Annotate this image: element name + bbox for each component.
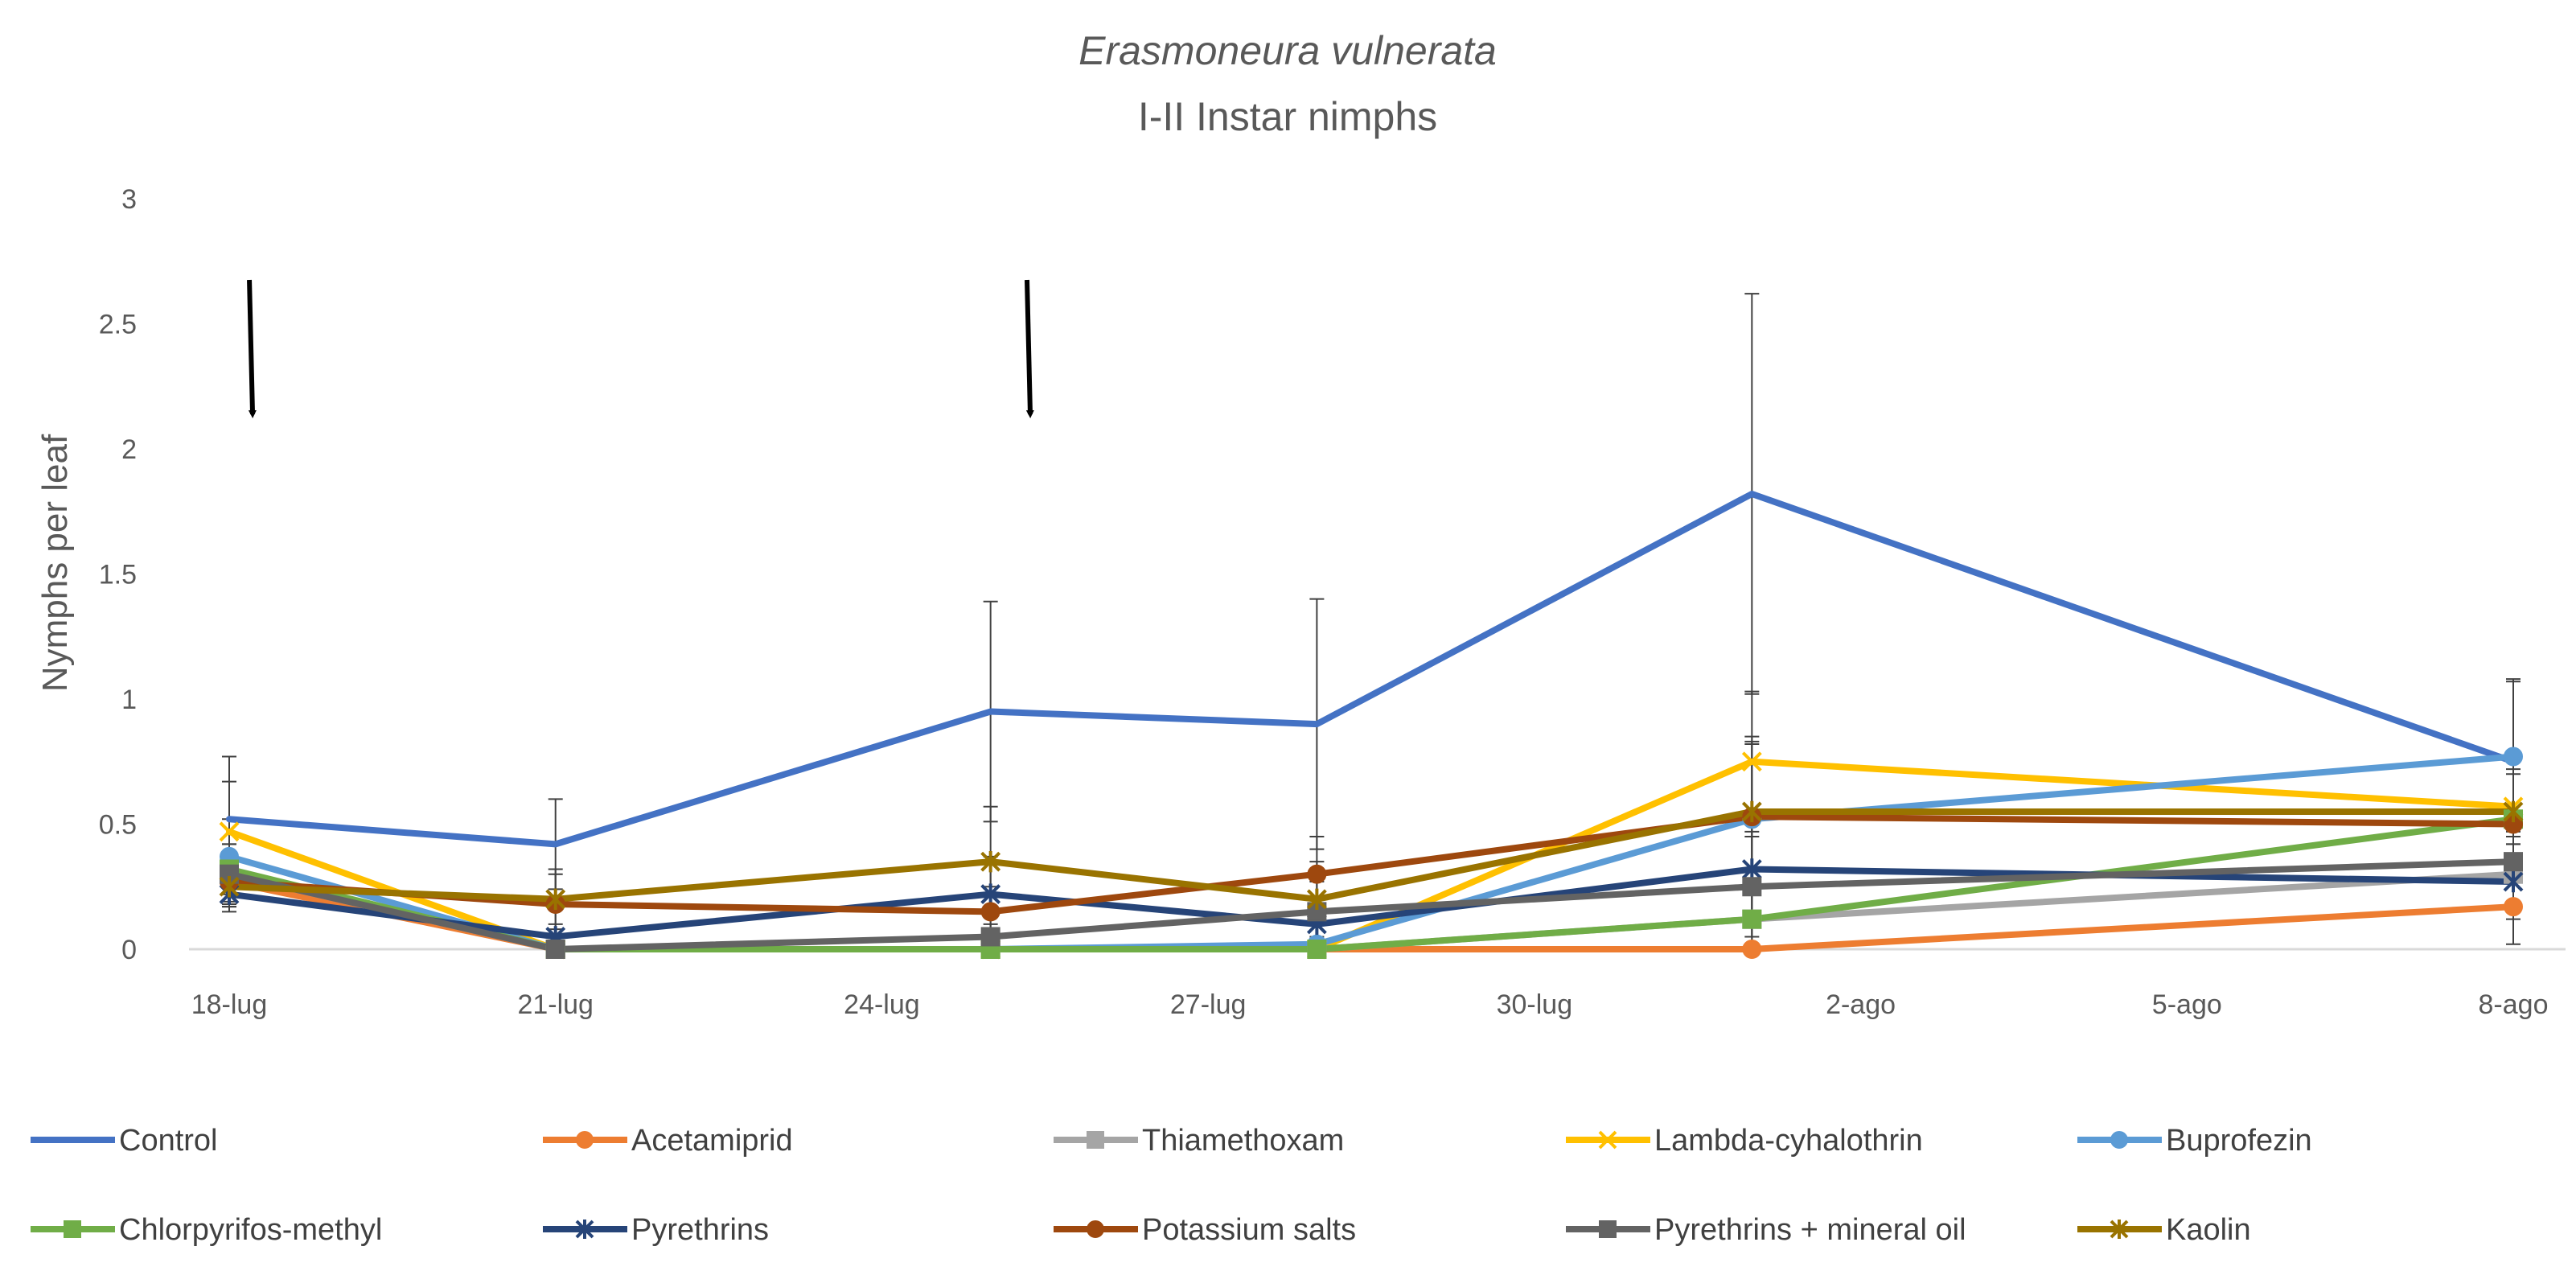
data-point-pyrethrins-mineral-oil: [545, 940, 565, 959]
y-axis-ticks: 0 0.5 1 1.5 2 2.5 3: [99, 184, 137, 965]
y-tick-label: 1: [121, 685, 137, 715]
x-tick-label: 24-lug: [844, 989, 920, 1020]
series-lines: [226, 490, 2516, 952]
legend-label: Pyrethrins + mineral oil: [1654, 1213, 1966, 1247]
chart-subtitle: I-II Instar nimphs: [1138, 94, 1437, 139]
treatment-arrow: [247, 279, 257, 418]
legend-label: Lambda-cyhalothrin: [1654, 1124, 1923, 1158]
data-point-kaolin: [1306, 888, 1327, 910]
legend-label: Kaolin: [2166, 1213, 2251, 1247]
legend-label: Buprofezin: [2166, 1124, 2312, 1158]
data-point-chlorpyrifos-methyl: [1307, 940, 1327, 959]
y-tick-label: 0: [121, 935, 137, 965]
legend-item-kaolin: Kaolin: [2077, 1213, 2251, 1247]
x-tick-label: 21-lug: [517, 989, 594, 1020]
legend-swatch-marker: [576, 1131, 594, 1149]
x-tick-label: 8-ago: [2479, 989, 2549, 1020]
legend-label: Potassium salts: [1142, 1213, 1356, 1247]
legend-swatch-marker: [64, 1220, 81, 1238]
data-point-pyrethrins-mineral-oil: [1742, 877, 1762, 897]
x-tick-label: 27-lug: [1170, 989, 1247, 1020]
data-point-lambda-cyhalothrin: [1741, 751, 1762, 772]
legend: Control Acetamiprid Thiamethoxam Lambda-cyh…: [31, 1124, 2312, 1247]
data-point-pyrethrins: [2503, 870, 2524, 893]
data-point-acetamiprid: [1742, 940, 1762, 959]
treatment-arrow: [1025, 279, 1034, 418]
legend-item-buprofezin: Buprofezin: [2077, 1124, 2312, 1158]
data-point-acetamiprid: [2504, 897, 2523, 917]
data-point-kaolin: [1741, 800, 1762, 823]
data-point-kaolin: [2503, 800, 2524, 823]
data-point-chlorpyrifos-methyl: [1742, 909, 1762, 929]
legend-swatch-marker: [575, 1220, 594, 1239]
data-point-kaolin: [545, 888, 566, 910]
legend-label: Pyrethrins: [631, 1213, 769, 1247]
treatment-arrows: [247, 279, 1034, 418]
legend-item-lambda-cyhalothrin: Lambda-cyhalothrin: [1566, 1124, 1923, 1158]
data-point-potassium-salts: [980, 902, 1000, 922]
x-tick-label: 30-lug: [1497, 989, 1573, 1020]
y-tick-label: 3: [121, 184, 137, 215]
series-line-control: [226, 490, 2516, 848]
series-line-potassium-salts: [226, 813, 2516, 915]
legend-item-pyrethrins: Pyrethrins: [543, 1213, 769, 1247]
y-tick-label: 2: [121, 434, 137, 465]
series-line-pyrethrins-mineral-oil: [226, 858, 2516, 952]
legend-label: Control: [119, 1124, 218, 1158]
y-axis-title: Nymphs per leaf: [35, 434, 75, 692]
x-axis-ticks: 18-lug 21-lug 24-lug 27-lug 30-lug 2-ago 5-ago…: [191, 989, 2549, 1020]
x-tick-label: 18-lug: [191, 989, 268, 1020]
data-point-pyrethrins: [980, 883, 1001, 905]
legend-item-chlorpyrifos-methyl: Chlorpyrifos-methyl: [31, 1213, 382, 1247]
error-bars: [222, 293, 2521, 950]
legend-item-potassium-salts: Potassium salts: [1054, 1213, 1356, 1247]
legend-item-thiamethoxam: Thiamethoxam: [1054, 1124, 1344, 1158]
y-tick-label: 0.5: [99, 810, 137, 841]
data-point-lambda-cyhalothrin: [219, 821, 240, 842]
x-tick-label: 5-ago: [2152, 989, 2222, 1020]
series-line-kaolin: [226, 808, 2516, 903]
series-markers: [219, 747, 2524, 960]
legend-item-control: Control: [31, 1124, 218, 1158]
series-line-pyrethrins: [226, 866, 2516, 940]
data-point-pyrethrins-mineral-oil: [2504, 852, 2523, 872]
legend-swatch-marker: [2110, 1220, 2129, 1239]
chart-title: Erasmoneura vulnerata: [1078, 28, 1497, 73]
data-point-kaolin: [980, 850, 1001, 873]
x-tick-label: 2-ago: [1826, 989, 1896, 1020]
y-tick-label: 2.5: [99, 310, 137, 340]
data-point-buprofezin: [2504, 747, 2523, 767]
y-tick-label: 1.5: [99, 560, 137, 590]
legend-swatch-marker: [1087, 1220, 1104, 1238]
legend-label: Thiamethoxam: [1142, 1124, 1344, 1158]
legend-swatch-marker: [1599, 1220, 1617, 1238]
data-point-potassium-salts: [1307, 864, 1327, 884]
data-point-pyrethrins: [1741, 858, 1762, 880]
data-point-pyrethrins-mineral-oil: [980, 927, 1000, 947]
legend-swatch-marker: [2110, 1131, 2128, 1149]
legend-swatch-marker: [1087, 1131, 1104, 1149]
legend-swatch-marker: [1598, 1130, 1617, 1150]
legend-label: Chlorpyrifos-methyl: [119, 1213, 382, 1247]
legend-item-acetamiprid: Acetamiprid: [543, 1124, 793, 1158]
data-point-kaolin: [219, 876, 240, 898]
legend-item-pyrethrins-mineral-oil: Pyrethrins + mineral oil: [1566, 1213, 1966, 1247]
series-line-lambda-cyhalothrin: [226, 758, 2516, 952]
legend-label: Acetamiprid: [631, 1124, 793, 1158]
